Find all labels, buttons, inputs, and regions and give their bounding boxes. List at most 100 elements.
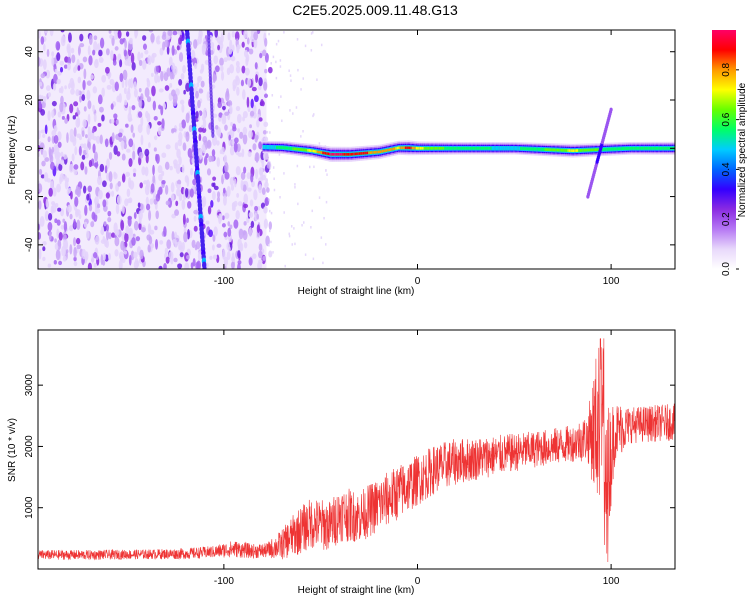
noise-blob bbox=[198, 148, 203, 160]
noise-blob bbox=[260, 168, 263, 180]
ridge-core bbox=[381, 149, 384, 153]
colorbar-gradient bbox=[712, 30, 736, 269]
noise-blob bbox=[236, 86, 240, 96]
noise-blob bbox=[243, 166, 247, 174]
noise-blob bbox=[263, 93, 269, 98]
noise-blob bbox=[54, 144, 60, 156]
noise-blob bbox=[213, 55, 219, 65]
noise-blob bbox=[121, 153, 126, 161]
noise-blob bbox=[93, 35, 98, 41]
noise-blob bbox=[110, 103, 114, 110]
ridge-core bbox=[493, 146, 495, 150]
noise-blob bbox=[128, 227, 133, 237]
noise-speck bbox=[281, 119, 283, 123]
ridge-core bbox=[461, 146, 464, 150]
noise-blob bbox=[178, 156, 182, 166]
noise-blob bbox=[59, 176, 62, 185]
ridge-core bbox=[483, 146, 485, 150]
noise-speck bbox=[290, 79, 292, 82]
noise-blob bbox=[222, 195, 227, 206]
noise-blob bbox=[76, 219, 81, 231]
ridge-core bbox=[583, 148, 586, 152]
noise-blob bbox=[208, 229, 213, 238]
page-title: C2E5.2025.009.11.48.G13 bbox=[292, 2, 458, 18]
ridge-core bbox=[395, 147, 397, 150]
noise-speck bbox=[272, 166, 275, 169]
noise-blob bbox=[200, 80, 205, 88]
noise-blob bbox=[231, 31, 236, 38]
noise-blob bbox=[210, 155, 214, 162]
noise-blob bbox=[154, 225, 158, 231]
noise-speck bbox=[325, 243, 327, 246]
noise-blob bbox=[265, 178, 268, 184]
ridge-core bbox=[413, 146, 415, 150]
noise-speck bbox=[288, 232, 290, 236]
noise-blob bbox=[174, 209, 180, 216]
noise-blob bbox=[172, 93, 178, 103]
spectrogram-x-tick-label: 0 bbox=[415, 276, 421, 287]
noise-blob bbox=[74, 208, 79, 218]
ridge-core bbox=[383, 149, 385, 153]
ridge-core bbox=[366, 151, 369, 155]
noise-blob bbox=[138, 151, 144, 159]
noise-speck bbox=[303, 221, 305, 224]
ridge-core bbox=[514, 147, 517, 150]
ridge-core bbox=[533, 147, 536, 151]
ridge-core bbox=[467, 146, 469, 150]
noise-blob bbox=[179, 252, 184, 258]
noise-blob bbox=[176, 188, 181, 197]
noise-blob bbox=[263, 218, 269, 229]
noise-blob bbox=[100, 254, 104, 266]
noise-blob bbox=[70, 190, 73, 200]
noise-blob bbox=[255, 73, 259, 83]
ridge-core bbox=[582, 148, 584, 152]
ridge-core bbox=[644, 146, 647, 150]
noise-blob bbox=[127, 216, 132, 227]
noise-blob bbox=[77, 116, 81, 128]
noise-speck bbox=[311, 31, 314, 34]
ridge-core bbox=[375, 150, 377, 154]
ridge-core bbox=[517, 147, 519, 150]
noise-blob bbox=[266, 161, 271, 169]
noise-blob bbox=[58, 232, 63, 241]
ridge-core bbox=[571, 149, 574, 152]
noise-blob bbox=[241, 148, 245, 158]
noise-speck bbox=[270, 240, 272, 244]
ridge-core bbox=[455, 146, 457, 150]
noise-blob bbox=[128, 138, 134, 148]
ridge-core bbox=[551, 148, 553, 152]
noise-speck bbox=[277, 39, 280, 43]
ridge-core bbox=[587, 148, 590, 152]
noise-blob bbox=[149, 198, 154, 205]
ridge-core bbox=[411, 146, 414, 150]
noise-blob bbox=[205, 220, 210, 225]
noise-blob bbox=[197, 250, 202, 262]
ridge-core bbox=[638, 146, 640, 150]
noise-blob bbox=[266, 187, 270, 193]
ridge-core bbox=[459, 146, 461, 150]
noise-blob bbox=[183, 231, 188, 243]
noise-blob bbox=[41, 101, 46, 109]
noise-blob bbox=[119, 59, 123, 68]
noise-blob bbox=[268, 250, 273, 258]
noise-blob bbox=[113, 34, 119, 40]
noise-blob bbox=[258, 141, 263, 150]
ridge-core bbox=[498, 146, 500, 150]
ridge-core bbox=[536, 147, 538, 151]
noise-blob bbox=[131, 61, 136, 71]
ridge-core bbox=[361, 152, 363, 155]
spectrogram-noise-region bbox=[38, 30, 328, 269]
snr-x-tick-label: 100 bbox=[603, 576, 620, 587]
ridge-core bbox=[669, 146, 671, 150]
noise-blob bbox=[178, 240, 183, 250]
noise-blob bbox=[109, 182, 113, 190]
noise-blob bbox=[224, 162, 229, 173]
ridge-core bbox=[278, 146, 281, 149]
noise-blob bbox=[255, 134, 259, 140]
ridge-core bbox=[503, 146, 506, 150]
noise-blob bbox=[230, 184, 235, 191]
ridge-core bbox=[339, 153, 342, 156]
noise-blob bbox=[212, 176, 217, 181]
ridge-core bbox=[507, 146, 510, 150]
